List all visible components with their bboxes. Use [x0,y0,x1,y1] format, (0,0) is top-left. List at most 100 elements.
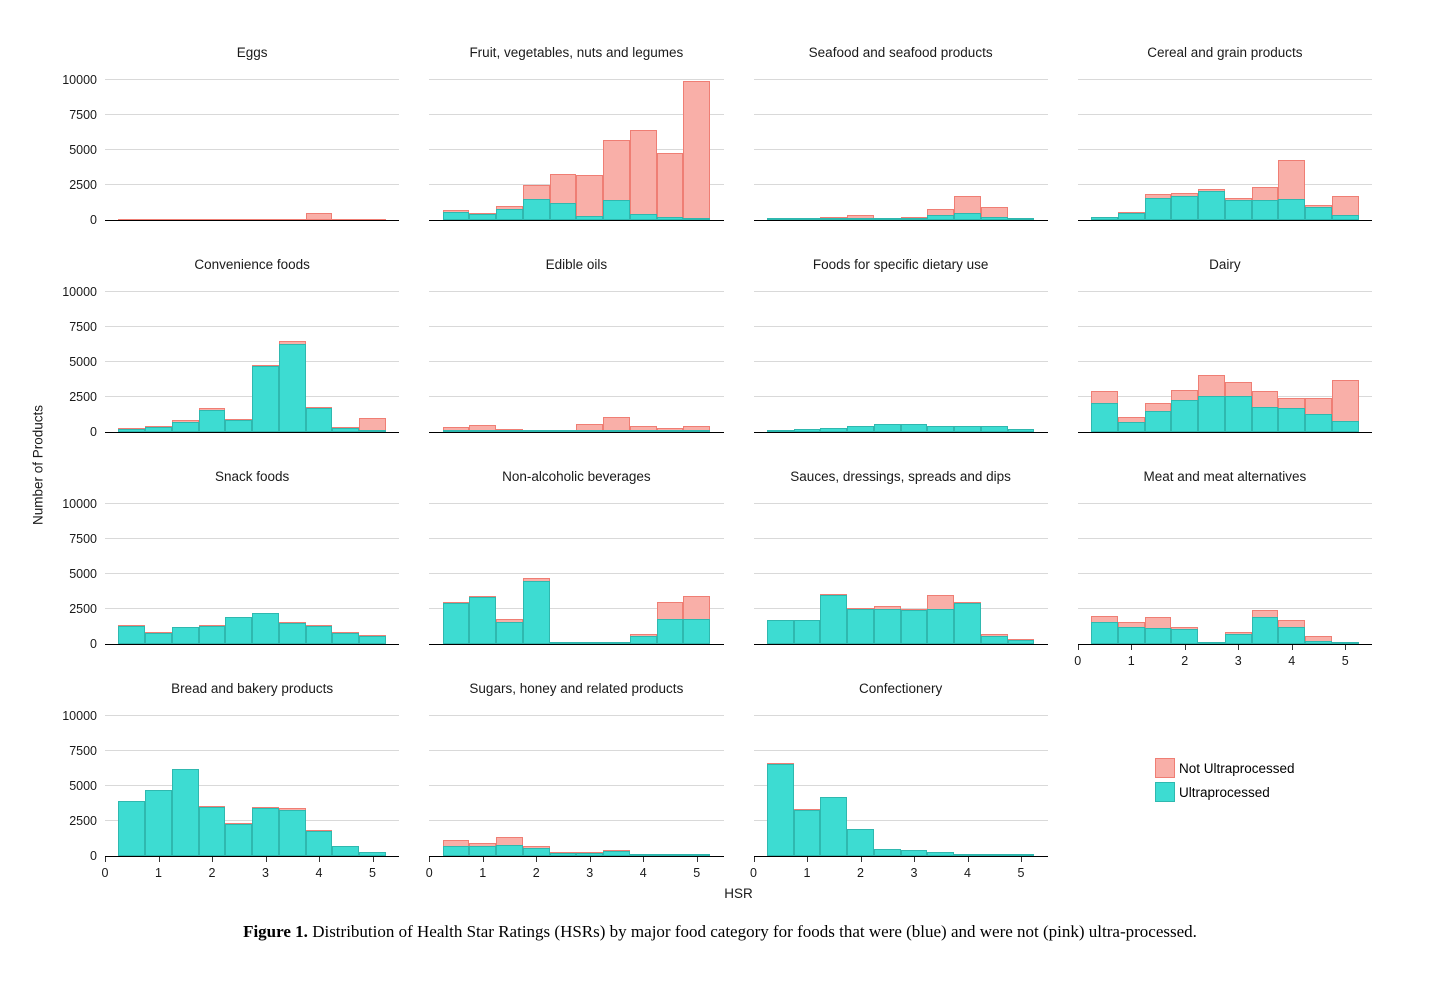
gridline [429,785,724,786]
caption-label: Figure 1. [243,922,308,941]
bar-ultraprocessed [954,426,981,432]
bar-ultraprocessed [873,609,901,644]
bar-ultraprocessed [927,609,955,644]
bar-ultraprocessed [469,214,497,220]
bar-ultraprocessed [496,430,523,432]
panel-convenience-foods: Convenience foods 0 2500 5000 7500 10000 [62,254,400,466]
bar-ultraprocessed [900,610,928,644]
bar-ultraprocessed [522,430,550,432]
bar-ultraprocessed [793,428,821,432]
gridline [753,503,1048,504]
x-tick-label: 5 [693,866,701,880]
panel-title: Snack foods [214,469,290,484]
x-tick-mark [1077,645,1079,650]
y-tick-label: 7500 [69,532,97,546]
bar-ultraprocessed [1224,634,1252,644]
panel-snack-foods: Snack foods 0 2500 5000 7500 10000 [62,466,400,678]
bar-ultraprocessed [629,430,657,432]
bar-ultraprocessed [118,428,146,432]
bar-ultraprocessed [442,603,470,644]
gridline [429,291,724,292]
bar-ultraprocessed [900,423,928,432]
bar-ultraprocessed [954,213,981,220]
x-tick-label: 3 [1234,654,1242,668]
bar-ultraprocessed [766,620,794,644]
bar-ultraprocessed [1278,408,1306,432]
gridline [753,785,1048,786]
x-tick-mark [1131,645,1133,650]
x-tick-label: 4 [964,866,971,880]
x-tick-label: 3 [586,866,594,880]
bar-ultraprocessed [576,852,604,856]
gridline [429,361,724,362]
x-tick-mark [265,857,267,862]
bar-ultraprocessed [954,853,981,856]
panel-non-alcoholic-beverages: Non-alcoholic beverages [429,466,724,678]
bar-ultraprocessed [496,621,523,644]
panel-foods-for-specific-dietary-use: Foods for specific dietary use [753,254,1048,466]
x-tick-label: 5 [1341,654,1349,668]
panel-dairy: Dairy [1077,254,1372,466]
bar-ultraprocessed [1171,629,1199,644]
gridline [753,149,1048,150]
bar-ultraprocessed [1117,213,1145,220]
gridline [753,326,1048,327]
bar-ultraprocessed [549,430,577,432]
x-tick-label: 0 [1074,654,1082,668]
y-tick-label: 2500 [69,814,97,828]
y-tick-label: 10000 [62,285,97,299]
legend-label: Not Ultraprocessed [1179,760,1295,776]
y-tick-label: 0 [90,425,97,439]
bar-ultraprocessed [629,854,657,856]
not-ultraprocessed-swatch-icon [1155,758,1175,778]
x-tick-label: 0 [101,866,109,880]
y-tick-label: 10000 [62,497,97,511]
ultraprocessed-swatch-icon [1155,782,1175,802]
bar-ultraprocessed [847,609,874,644]
x-tick-mark [589,857,591,862]
bar-ultraprocessed [1251,617,1279,644]
gridline [429,326,724,327]
bar-ultraprocessed [118,801,146,856]
y-tick-label: 2500 [69,178,97,192]
bar-ultraprocessed [820,595,848,644]
gridline [429,573,724,574]
bar-ultraprocessed [1305,207,1332,220]
plot-area: 0 2500 5000 7500 10000 [62,68,400,227]
bar-ultraprocessed [1091,402,1118,432]
bar-ultraprocessed [278,623,306,644]
bar-ultraprocessed [683,854,711,856]
bar-ultraprocessed [656,430,684,432]
gridline [1077,573,1372,574]
bar-ultraprocessed [549,642,577,644]
plot-area [753,68,1048,221]
bar-ultraprocessed [1278,626,1306,644]
y-tick-label: 0 [90,849,97,863]
bar-ultraprocessed [252,613,279,644]
bar-ultraprocessed [629,214,657,220]
bar-ultraprocessed [1198,191,1225,220]
bar-ultraprocessed [332,632,360,644]
x-tick-mark [696,857,698,862]
bar-ultraprocessed [766,763,794,856]
plot-area: 0 1 2 3 4 5 [750,704,1048,880]
gridline [105,715,400,716]
panel-title: Sauces, dressings, spreads and dips [790,469,1011,484]
gridline [753,361,1048,362]
bar-ultraprocessed [1007,639,1035,644]
bar-ultraprocessed [332,846,360,856]
gridline [753,573,1048,574]
x-tick-mark [1184,645,1186,650]
bar-ultraprocessed [927,851,955,856]
bar-ultraprocessed [656,854,684,856]
bar-ultraprocessed [359,851,386,856]
bar-ultraprocessed [1144,197,1172,220]
bar-ultraprocessed [469,597,497,644]
bar-ultraprocessed [1171,399,1199,432]
x-tick-mark [1021,857,1022,862]
x-tick-label: 4 [315,866,323,880]
plot-area: 0 1 2 3 4 5 [426,704,724,880]
x-tick-mark [860,857,862,862]
x-tick-label: 0 [425,866,433,880]
